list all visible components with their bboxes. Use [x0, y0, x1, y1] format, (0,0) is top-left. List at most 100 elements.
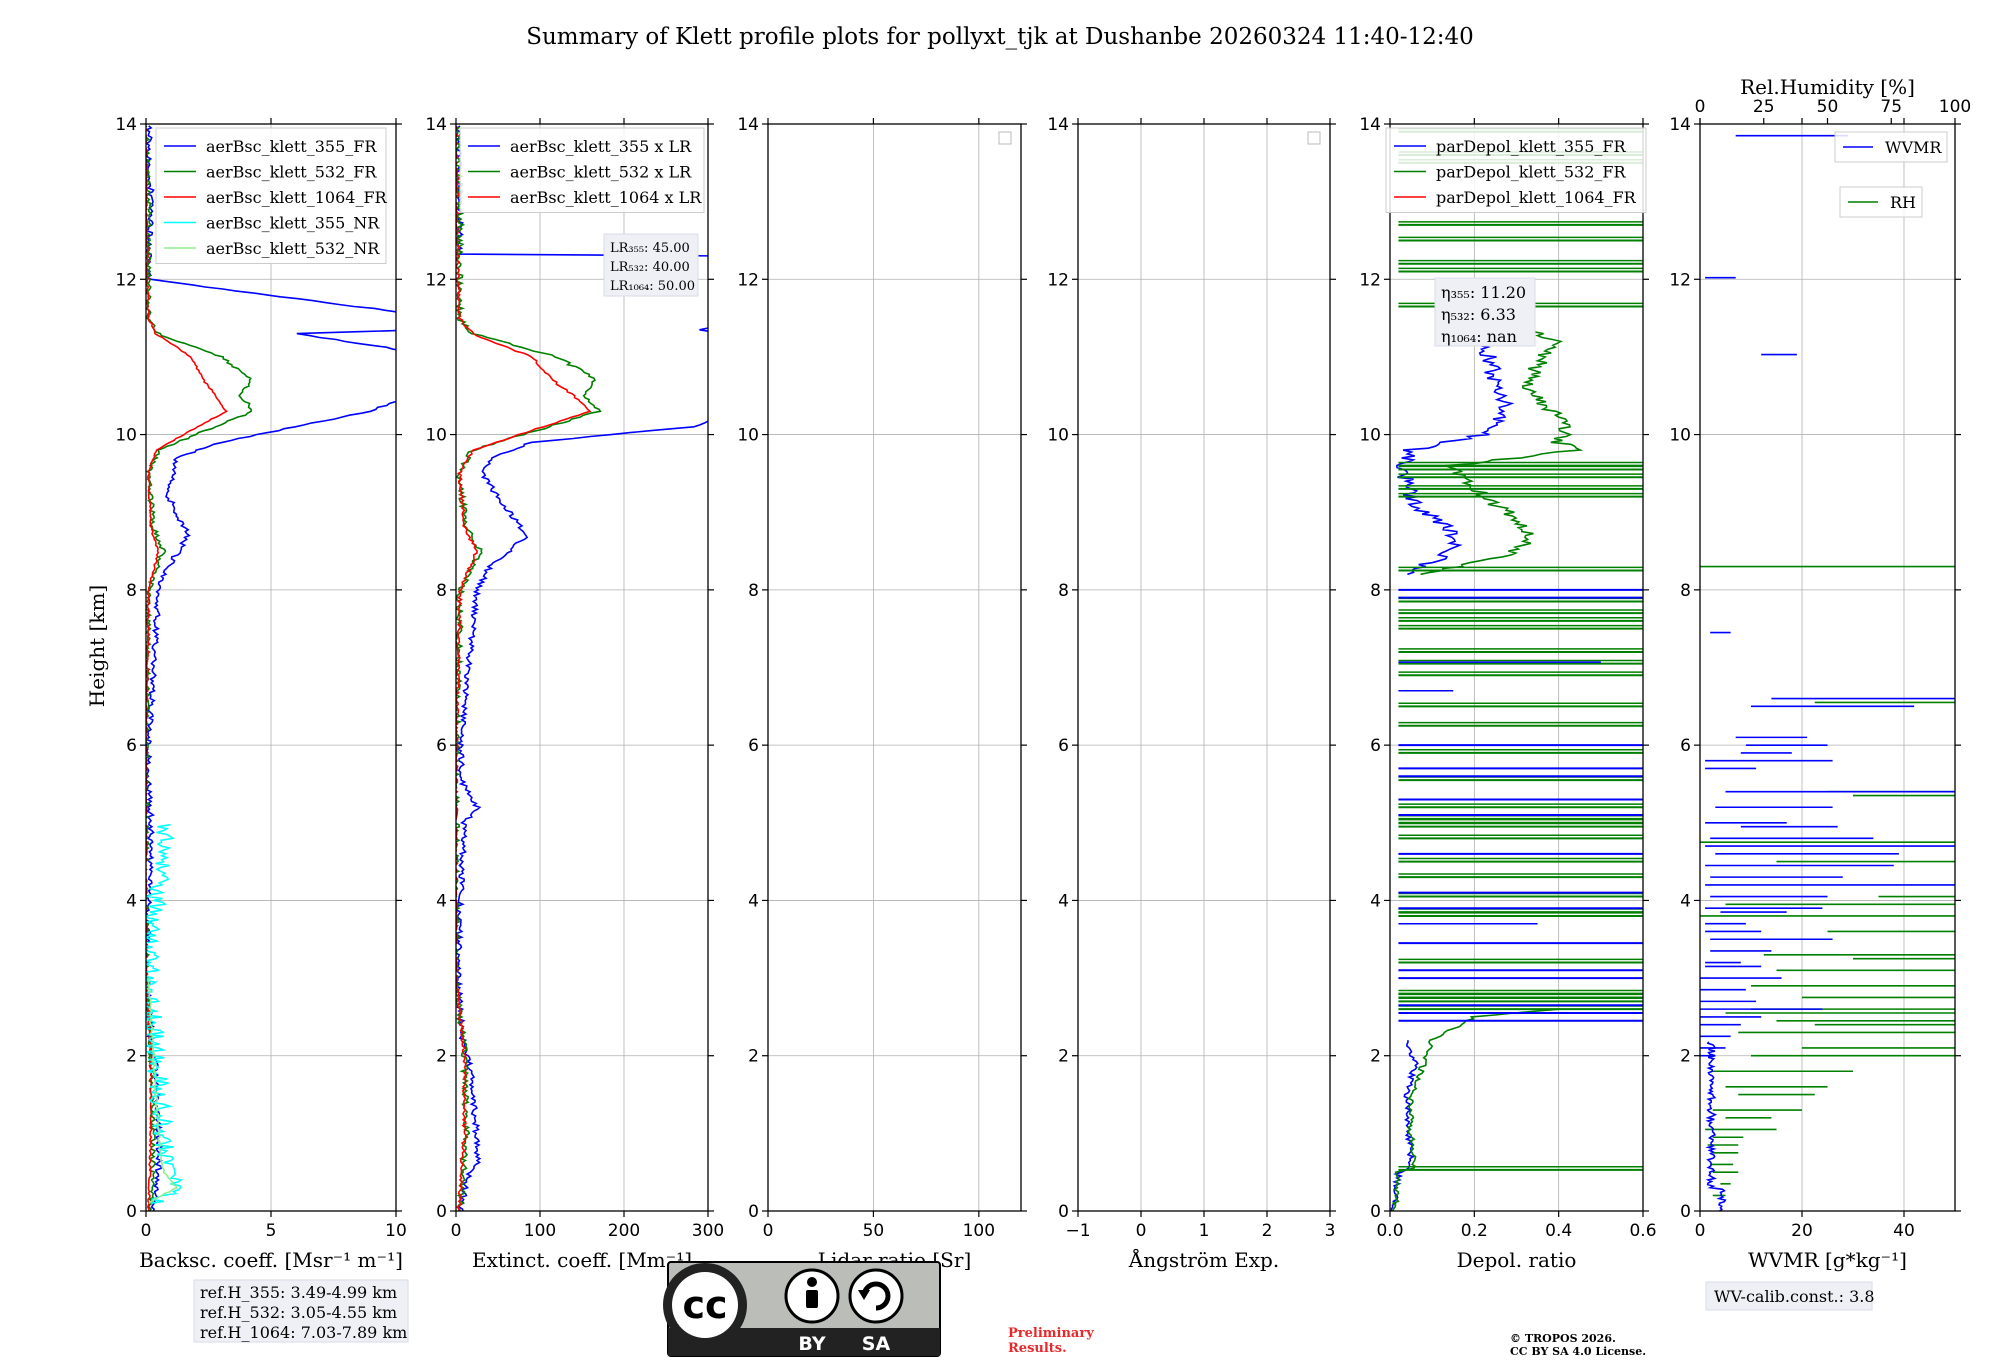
y-tick-label: 8: [436, 581, 447, 601]
wvmr-profile: [1705, 1041, 1727, 1211]
series-line-parDepol_klett_532_FR: [1420, 327, 1584, 576]
x-tick-label: 0: [1136, 1221, 1147, 1241]
x-tick-label: 300: [692, 1221, 724, 1241]
top-x-tick-label: 0: [1695, 97, 1706, 117]
y-tick-label: 10: [1669, 426, 1691, 446]
y-tick-label: 0: [748, 1202, 759, 1222]
y-tick-label: 14: [1669, 115, 1691, 135]
axes-frame: [145, 123, 397, 1212]
x-tick-label: 0.0: [1376, 1221, 1403, 1241]
y-tick-label: 12: [1669, 270, 1691, 290]
legend-frame: [155, 127, 387, 264]
legend-label-parDepol_klett_532_FR: parDepol_klett_532_FR: [1436, 163, 1627, 182]
y-axis-label: Height [km]: [85, 585, 109, 707]
x-tick-label: 20: [1791, 1221, 1813, 1241]
y-tick-label: 10: [425, 426, 447, 446]
y-tick-label: 4: [1680, 891, 1691, 911]
y-tick-label: 14: [737, 115, 759, 135]
ref-height-532: ref.H_532: 3.05-4.55 km: [200, 1303, 397, 1322]
wv-calib-text: WV-calib.const.: 3.8: [1714, 1287, 1875, 1306]
top-x-tick-label: 75: [1880, 97, 1902, 117]
x-axis-label: Ångström Exp.: [1128, 1247, 1279, 1272]
legend-label-aerBsc_klett_532_NR: aerBsc_klett_532_NR: [206, 239, 380, 258]
x-tick-label: 0: [1695, 1221, 1706, 1241]
axes-frame: [767, 123, 1022, 1212]
legend-label-aerBsc_klett_532_FR: aerBsc_klett_532_FR: [206, 163, 377, 182]
y-tick-label: 6: [436, 736, 447, 756]
y-tick-label: 10: [115, 426, 137, 446]
series-line-aerBsc_klett_1064_FR: [146, 127, 228, 1211]
y-tick-label: 4: [436, 891, 447, 911]
y-tick-label: 6: [1680, 736, 1691, 756]
eta-box: [1434, 277, 1536, 347]
x-tick-label: 1: [1199, 1221, 1210, 1241]
y-tick-label: 14: [115, 115, 137, 135]
y-tick-label: 12: [1047, 270, 1069, 290]
axes-frame: [455, 123, 709, 1212]
y-tick-label: 0: [126, 1202, 137, 1222]
legend-ext: aerBsc_klett_355 x LR aerBsc_klett_532 x …: [459, 127, 705, 213]
x-tick-label: 0: [763, 1221, 774, 1241]
y-tick-label: 4: [1058, 891, 1069, 911]
x-tick-label: 10: [385, 1221, 407, 1241]
axes-frame: [1699, 123, 1956, 1212]
x-axis-label: Backsc. coeff. [Msr⁻¹ m⁻¹]: [139, 1248, 403, 1272]
top-x-tick-label: 50: [1817, 97, 1839, 117]
top-x-tick-label: 25: [1753, 97, 1775, 117]
empty-legend-box: [1307, 131, 1321, 145]
legend-label-parDepol_klett_355_FR: parDepol_klett_355_FR: [1436, 137, 1627, 156]
figure-title: Summary of Klett profile plots for polly…: [526, 24, 1474, 50]
copyright-line1: © TROPOS 2026.: [1510, 1332, 1616, 1345]
lr-box: [603, 233, 699, 297]
x-tick-label: 50: [863, 1221, 885, 1241]
lr-box-line: LR₁₀₆₄: 50.00: [610, 279, 695, 294]
by-label: BY: [798, 1333, 825, 1355]
y-tick-label: 4: [748, 891, 759, 911]
x-tick-label: 0: [141, 1221, 152, 1241]
top-x-axis-label: Rel.Humidity [%]: [1740, 75, 1915, 99]
y-tick-label: 12: [425, 270, 447, 290]
legend-label-aerBsc_klett_355_FR: aerBsc_klett_355_FR: [206, 137, 377, 156]
axes-frame: [1077, 123, 1331, 1212]
legend-depol: parDepol_klett_355_FR parDepol_klett_532_…: [1385, 127, 1647, 213]
series-line-aerBsc_klett_355_FR: [146, 125, 396, 1211]
y-tick-label: 6: [1058, 736, 1069, 756]
y-tick-label: 2: [126, 1047, 137, 1067]
lr-box-line: LR₃₅₅: 45.00: [610, 241, 690, 256]
y-tick-label: 0: [1058, 1202, 1069, 1222]
y-tick-label: 6: [1370, 736, 1381, 756]
legend-bsc: aerBsc_klett_355_FR aerBsc_klett_532_FRae…: [155, 127, 388, 264]
y-tick-label: 14: [1359, 115, 1381, 135]
sa-share-icon: [848, 1268, 904, 1324]
y-tick-label: 0: [1370, 1202, 1381, 1222]
sa-label: SA: [862, 1333, 891, 1355]
legend-wv: WVMR RH: [1834, 131, 1948, 218]
series-line-aerBsc_klett_532_NR: [147, 977, 178, 1204]
data-bsc: [146, 125, 396, 1211]
data-wv: [1700, 134, 1955, 1211]
x-tick-label: 2: [1262, 1221, 1273, 1241]
series-line-aerBsc_klett_532 x LR: [456, 125, 602, 1211]
x-tick-label: 0.4: [1545, 1221, 1572, 1241]
eta-box-line: η₅₃₂: 6.33: [1441, 305, 1516, 324]
empty-legend-box: [998, 131, 1012, 145]
y-tick-label: 2: [436, 1047, 447, 1067]
y-tick-label: 4: [126, 891, 137, 911]
legend-frame: [1385, 127, 1647, 213]
panel-bsc: 0 2 4 6 8 10 12 14 0 5 10 Backsc. coeff. [Msr⁻¹ m⁻¹…: [115, 115, 407, 1272]
wv-calib-box: WV-calib.const.: 3.8: [1705, 1281, 1875, 1311]
legend-label-aerBsc_klett_355_NR: aerBsc_klett_355_NR: [206, 214, 380, 233]
y-tick-label: 6: [126, 736, 137, 756]
y-tick-label: 2: [1680, 1047, 1691, 1067]
legend-label-aerBsc_klett_1064 x LR: aerBsc_klett_1064 x LR: [510, 188, 702, 207]
y-tick-label: 10: [737, 426, 759, 446]
x-tick-label: 5: [266, 1221, 277, 1241]
x-tick-label: −1: [1065, 1221, 1090, 1241]
y-tick-label: 6: [748, 736, 759, 756]
